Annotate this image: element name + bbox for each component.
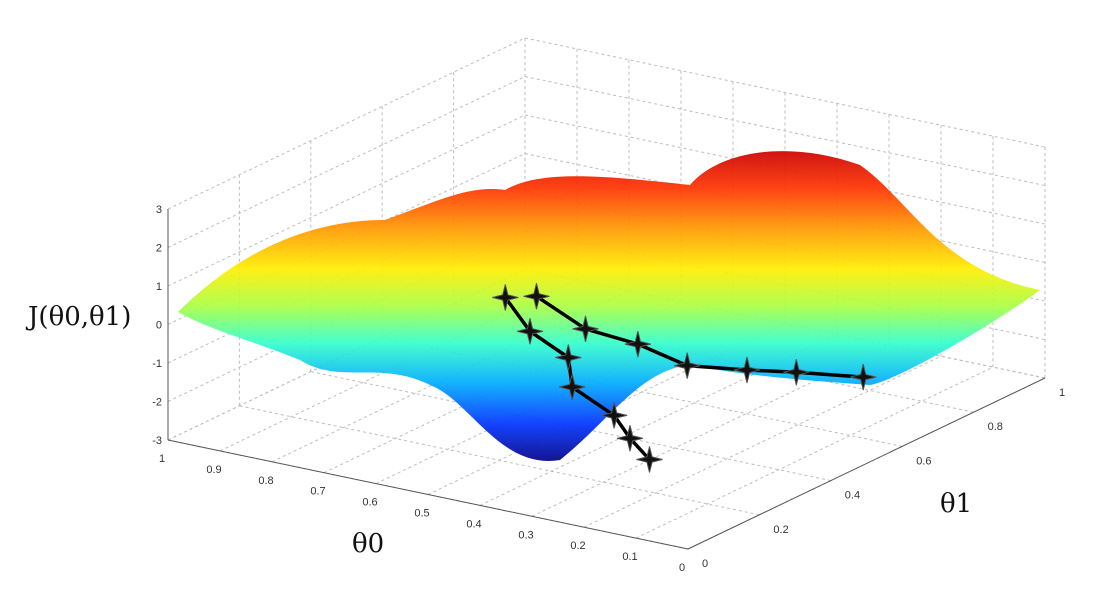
y-tick-label: 0 — [702, 558, 708, 570]
descent-step-marker — [523, 283, 550, 310]
descent-step-marker — [624, 330, 652, 358]
x-tick-label: 0.5 — [414, 508, 429, 520]
descent-step-marker — [600, 402, 628, 429]
z-tick-label: 1 — [156, 281, 162, 293]
y-axis-label: θ1 — [940, 489, 972, 519]
grid-line-floor — [382, 336, 903, 447]
grid-line-floor — [239, 405, 760, 516]
x-tick-label: 0.3 — [518, 529, 533, 541]
y-tick-label: 0.4 — [845, 490, 860, 502]
theta0-axis-line — [167, 439, 689, 550]
z-tick-label: 2 — [156, 243, 162, 255]
z-axis-label: J(θ0,θ1) — [25, 302, 131, 332]
y-tick-label: 0.8 — [988, 421, 1003, 433]
y-tick-label: 1 — [1059, 387, 1065, 399]
descent-step-marker — [674, 352, 701, 379]
y-tick-label: 0.6 — [916, 455, 931, 467]
descent-step-marker — [616, 425, 644, 452]
descent-step-marker — [492, 284, 519, 311]
grid-line-horizontal — [167, 37, 526, 210]
descent-step-marker — [733, 356, 761, 384]
grid-line-horizontal — [524, 76, 1046, 186]
z-tick-label: -1 — [152, 358, 162, 370]
descent-step-marker — [850, 363, 877, 391]
x-axis-label: θ0 — [352, 529, 384, 559]
x-tick-label: 0.7 — [310, 486, 325, 498]
x-tick-label: 0 — [679, 562, 685, 574]
x-tick-label: 1 — [159, 453, 165, 465]
x-tick-label: 0.8 — [258, 475, 273, 487]
descent-step-marker — [516, 318, 544, 345]
z-tick-label: -3 — [152, 435, 162, 447]
theta1-axis-line — [687, 377, 1046, 550]
x-tick-label: 0.6 — [362, 497, 377, 509]
descent-step-marker — [572, 315, 599, 343]
x-tick-label: 0.4 — [466, 518, 481, 530]
grid-line-horizontal — [524, 37, 1046, 148]
descent-step-marker — [783, 359, 810, 386]
z-tick-label: 3 — [156, 204, 162, 216]
descent-step-marker — [555, 344, 582, 371]
z-tick-label: -2 — [152, 397, 162, 409]
x-tick-label: 0.2 — [570, 540, 585, 552]
descent-step-marker — [636, 446, 663, 473]
z-tick-label: 0 — [156, 320, 162, 332]
descent-step-marker — [559, 373, 586, 401]
y-tick-label: 0.2 — [773, 524, 788, 536]
x-tick-label: 0.1 — [622, 551, 637, 563]
x-tick-label: 0.9 — [206, 464, 221, 476]
cost-surface — [178, 151, 1040, 461]
